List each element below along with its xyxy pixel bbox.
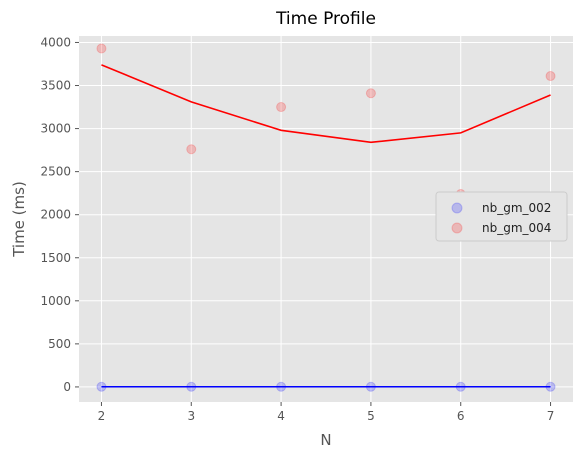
x-axis-ticks: 2 3 4 5 6 7	[98, 402, 555, 423]
data-point-series-1	[186, 381, 197, 392]
fit-lines	[101, 64, 551, 388]
data-point-series-2	[96, 43, 107, 54]
y-tick-label: 4000	[40, 35, 71, 49]
y-tick-label: 1000	[40, 294, 71, 308]
x-tick-label: 6	[457, 409, 465, 423]
data-point-series-2	[545, 71, 556, 82]
y-tick-label: 2500	[40, 165, 71, 179]
x-tick-label: 7	[547, 409, 555, 423]
y-axis-ticks: 0 500 1000 1500 2000 2500 3000 3500 4000	[40, 35, 79, 394]
legend-marker-series-2	[451, 222, 463, 234]
legend-label-series-2: nb_gm_004	[482, 221, 551, 235]
y-tick-label: 3000	[40, 122, 71, 136]
legend-marker-series-1	[451, 202, 463, 214]
chart-title: Time Profile	[275, 9, 376, 29]
data-point-series-1	[545, 381, 556, 392]
data-point-series-2	[186, 144, 197, 155]
legend-box	[435, 191, 568, 242]
x-tick-label: 3	[187, 409, 195, 423]
data-point-series-1	[455, 381, 466, 392]
data-point-series-1	[96, 381, 107, 392]
x-tick-label: 2	[98, 409, 106, 423]
y-tick-label: 3500	[40, 79, 71, 93]
y-tick-label: 1500	[40, 251, 71, 265]
legend-label-series-1: nb_gm_002	[482, 201, 551, 215]
y-tick-label: 0	[63, 380, 71, 394]
data-point-series-1	[365, 381, 376, 392]
fit-line-series-2	[101, 64, 551, 144]
x-axis-title: N	[320, 431, 331, 449]
data-point-series-1	[276, 381, 287, 392]
legend: nb_gm_002 nb_gm_004	[435, 191, 568, 242]
y-tick-label: 500	[48, 337, 71, 351]
y-axis-title: Time (ms)	[10, 181, 28, 258]
y-tick-label: 2000	[40, 208, 71, 222]
x-tick-label: 5	[367, 409, 375, 423]
x-tick-label: 4	[277, 409, 285, 423]
data-point-series-2	[276, 102, 287, 113]
data-point-series-2	[365, 88, 376, 99]
